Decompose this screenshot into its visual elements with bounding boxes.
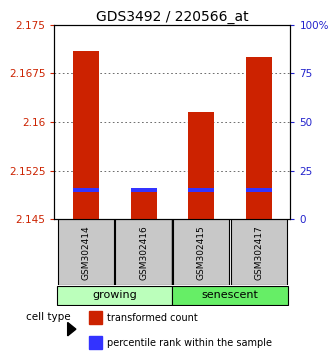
- Bar: [131, 190, 157, 219]
- Bar: [131, 188, 157, 192]
- Bar: [57, 286, 173, 305]
- Text: growing: growing: [92, 290, 137, 300]
- Bar: [231, 219, 287, 285]
- Bar: [89, 336, 102, 349]
- Text: cell type: cell type: [26, 312, 71, 322]
- Bar: [115, 219, 172, 285]
- Text: senescent: senescent: [202, 290, 258, 300]
- Text: GSM302414: GSM302414: [82, 225, 91, 280]
- Text: transformed count: transformed count: [107, 313, 198, 323]
- Bar: [73, 51, 99, 219]
- Bar: [73, 188, 99, 192]
- FancyArrow shape: [68, 322, 76, 336]
- Bar: [173, 286, 287, 305]
- Bar: [173, 219, 229, 285]
- Title: GDS3492 / 220566_at: GDS3492 / 220566_at: [96, 10, 249, 24]
- Text: GSM302416: GSM302416: [139, 225, 148, 280]
- Bar: [246, 188, 272, 192]
- Bar: [58, 219, 114, 285]
- Bar: [89, 311, 102, 324]
- Text: percentile rank within the sample: percentile rank within the sample: [107, 337, 272, 348]
- Text: GSM302415: GSM302415: [197, 225, 206, 280]
- Text: GSM302417: GSM302417: [254, 225, 263, 280]
- Bar: [188, 112, 214, 219]
- Bar: [246, 57, 272, 219]
- Bar: [188, 188, 214, 192]
